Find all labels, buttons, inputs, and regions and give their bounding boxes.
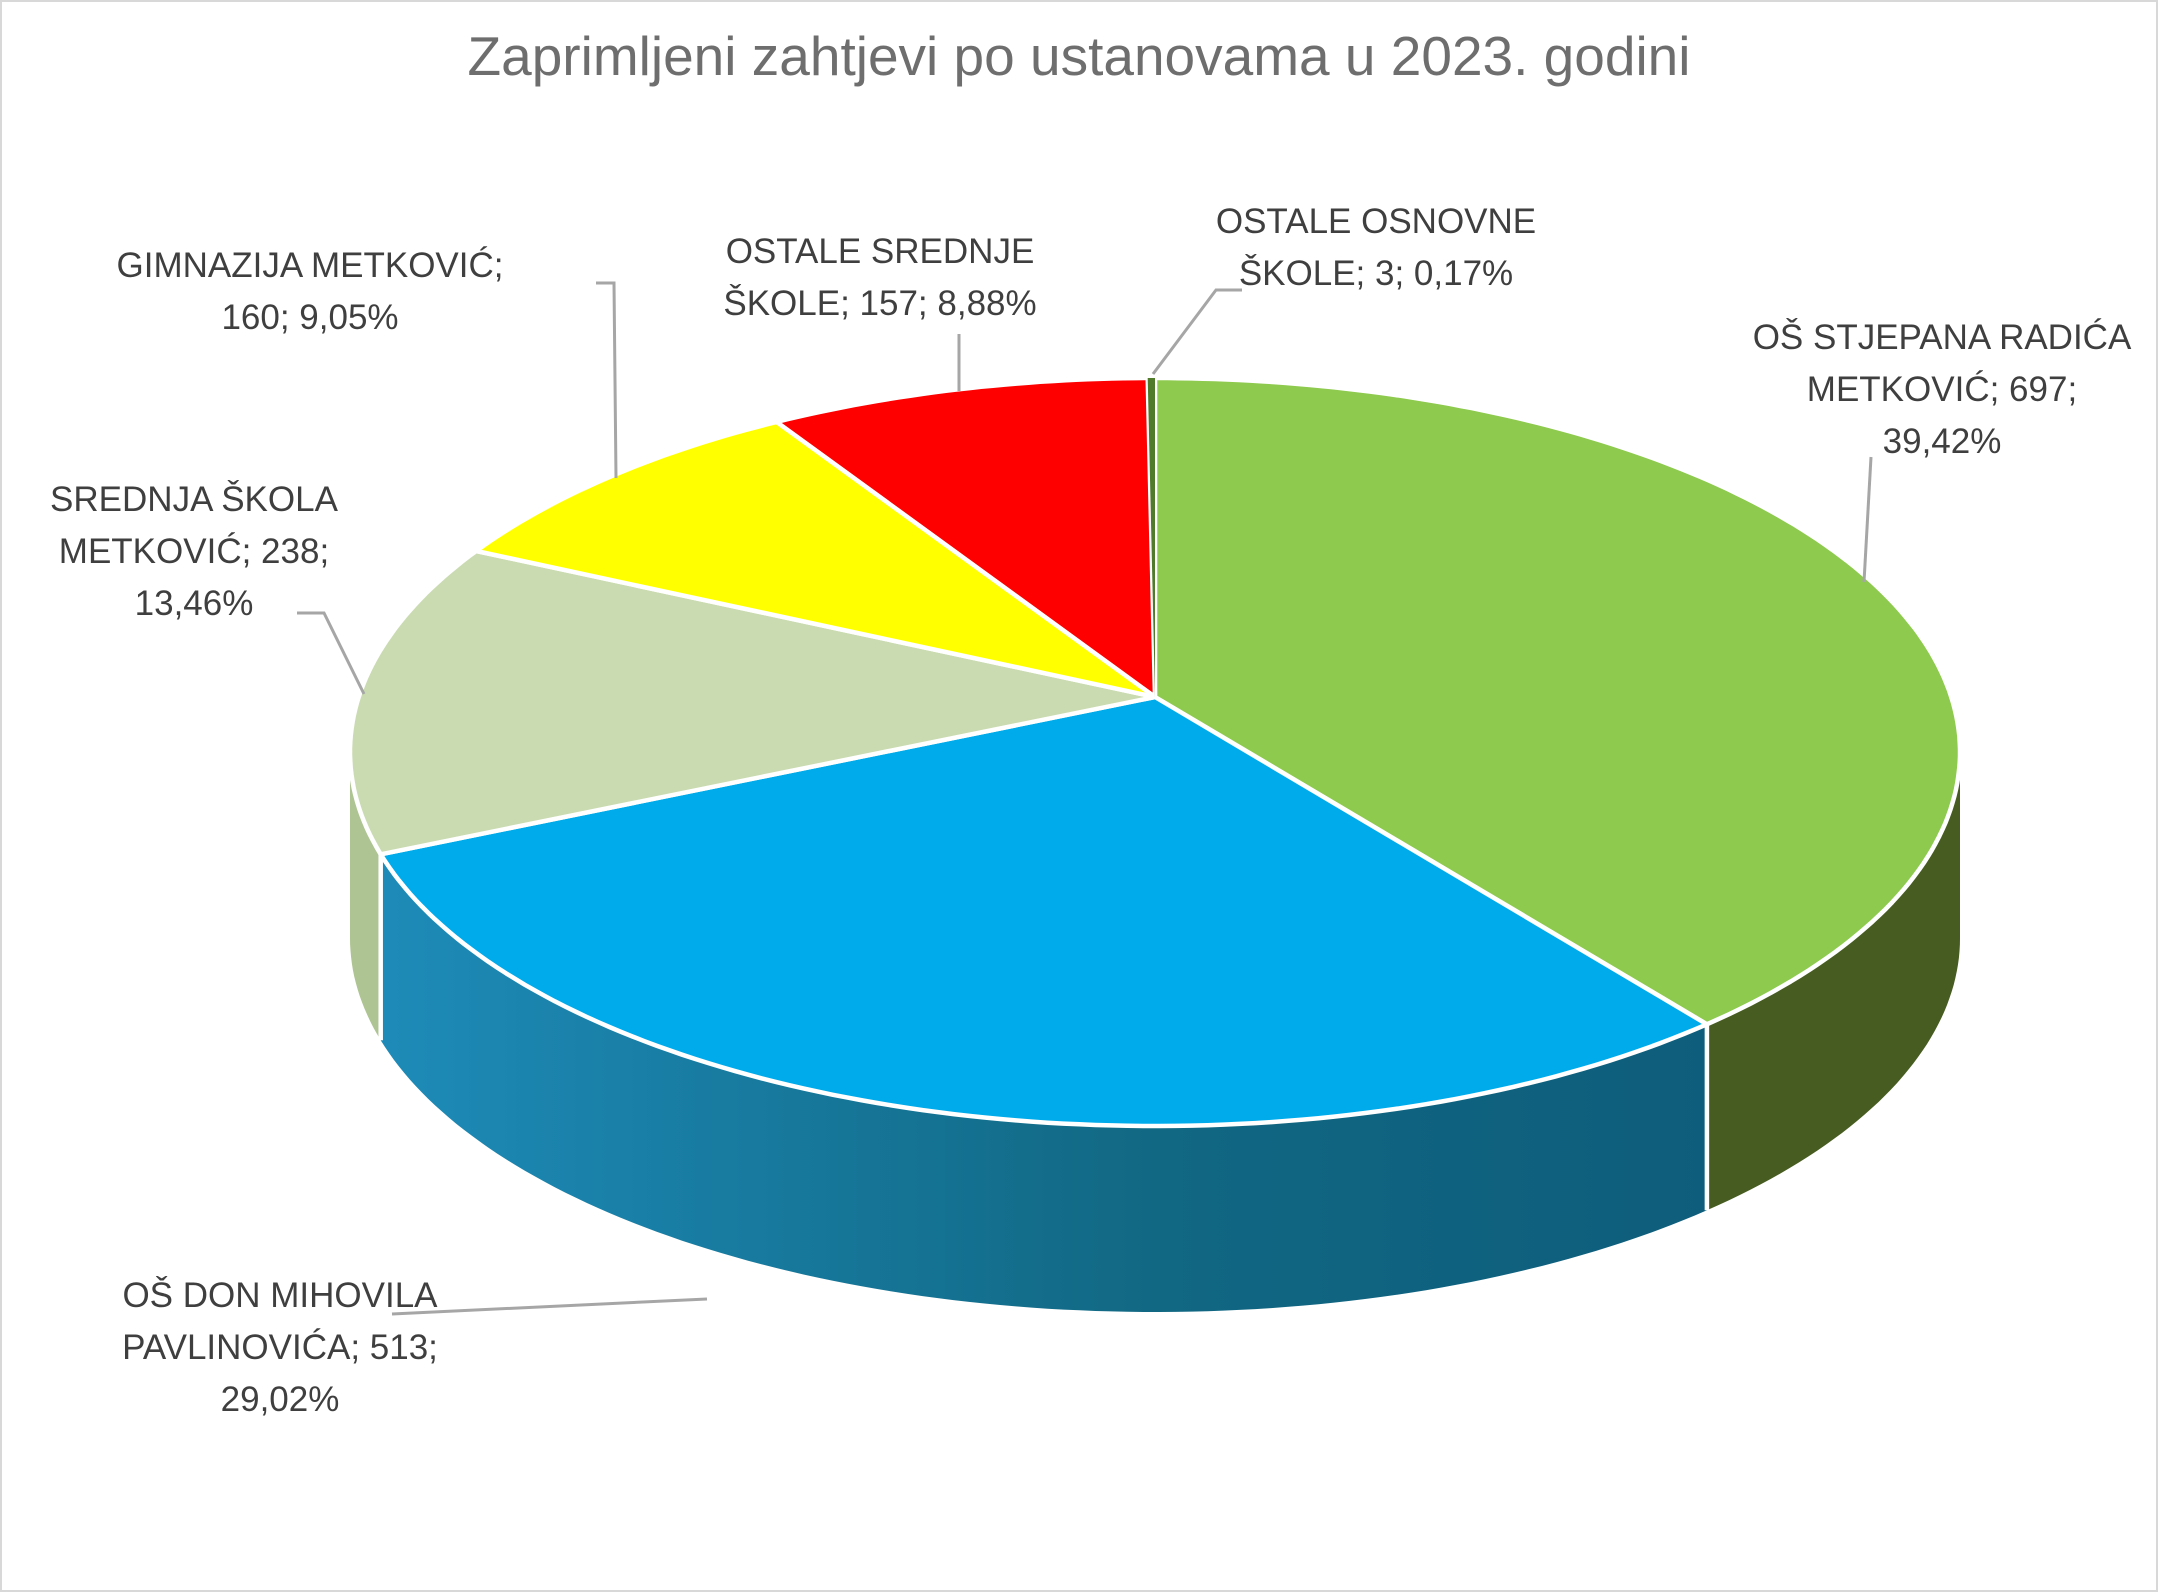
callout-os-stjepana-radica-metkovic: OŠ STJEPANA RADIĆA METKOVIĆ; 697; 39,42% — [1753, 312, 2132, 468]
callout-line: OŠ STJEPANA RADIĆA — [1752, 318, 2132, 357]
pie-slice-side-1 — [380, 854, 1707, 1312]
callout-line: METKOVIĆ; 238; — [58, 532, 330, 571]
callout-line: 39,42% — [1882, 422, 2002, 461]
callout-line: 160; 9,05% — [221, 298, 399, 337]
callout-ostale-osnovne-skole: OSTALE OSNOVNE ŠKOLE; 3; 0,17% — [1216, 196, 1536, 300]
callout-line: METKOVIĆ; 697; — [1806, 370, 2078, 409]
callout-line: ŠKOLE; 157; 8,88% — [723, 284, 1037, 323]
pie-slice-side-2 — [350, 752, 381, 1041]
callout-line: OŠ DON MIHOVILA — [122, 1276, 438, 1315]
leader-line-2 — [297, 611, 366, 695]
leader-line-3 — [596, 281, 618, 479]
callout-line: OSTALE SREDNJE — [725, 232, 1035, 271]
callout-ostale-srednje-skole: OSTALE SREDNJE ŠKOLE; 157; 8,88% — [723, 226, 1036, 330]
pie-slice-3 — [473, 419, 1158, 700]
callout-line: ŠKOLE; 3; 0,17% — [1238, 254, 1514, 293]
pie-slice-side-0 — [1706, 752, 1960, 1211]
callout-line: OSTALE OSNOVNE — [1215, 202, 1537, 241]
callout-line: SREDNJA ŠKOLA — [50, 480, 338, 519]
callout-gimnazija-metkovic: GIMNAZIJA METKOVIĆ; 160; 9,05% — [117, 240, 504, 344]
pie-slice-0 — [1152, 375, 1963, 1027]
callout-line: 29,02% — [220, 1380, 340, 1419]
leader-line-5 — [1151, 288, 1242, 375]
pie-slice-1 — [378, 694, 1710, 1129]
leader-line-1 — [391, 1297, 708, 1316]
chart-title: Zaprimljeni zahtjevi po ustanovama u 202… — [467, 25, 1691, 87]
pie-slice-5 — [1147, 378, 1155, 697]
callout-os-don-mihovila-pavlinovica: OŠ DON MIHOVILA PAVLINOVIĆA; 513; 29,02% — [122, 1270, 438, 1426]
callout-srednja-skola-metkovic: SREDNJA ŠKOLA METKOVIĆ; 238; 13,46% — [50, 474, 338, 630]
callout-line: 13,46% — [134, 584, 254, 623]
callout-line: PAVLINOVIĆA; 513; — [122, 1328, 438, 1367]
callout-line: GIMNAZIJA METKOVIĆ; — [116, 246, 504, 285]
pie-slice-2 — [347, 548, 1158, 857]
leader-line-0 — [1862, 456, 1873, 583]
